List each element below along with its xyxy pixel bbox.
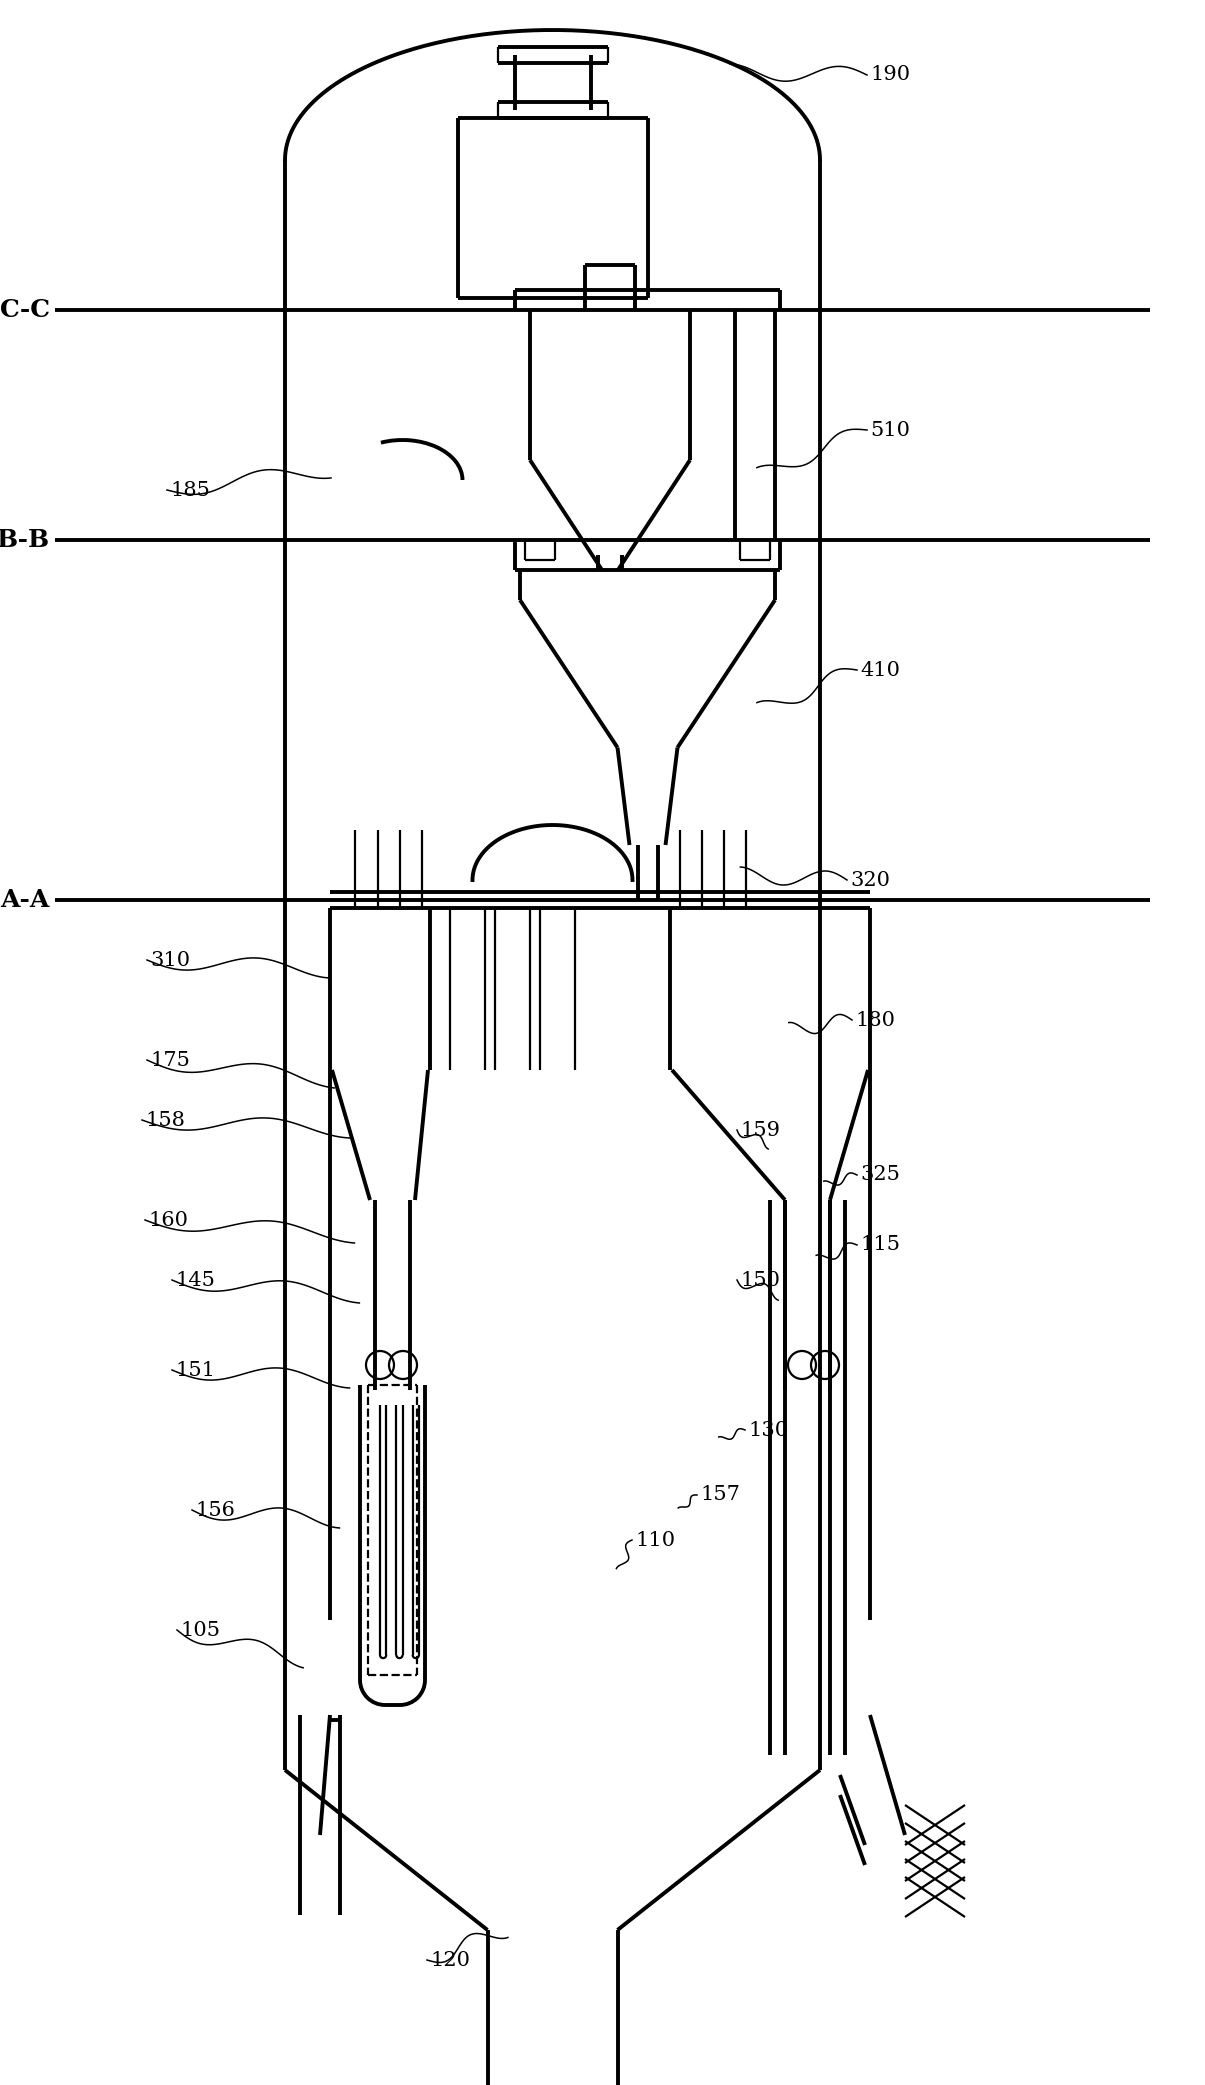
Text: 158: 158: [145, 1111, 184, 1130]
Text: 120: 120: [430, 1949, 470, 1970]
Text: 410: 410: [860, 661, 900, 680]
Text: 185: 185: [170, 480, 210, 500]
Text: 110: 110: [635, 1530, 675, 1549]
Text: 156: 156: [195, 1501, 235, 1520]
Text: 159: 159: [740, 1120, 780, 1140]
Text: 325: 325: [860, 1166, 900, 1184]
Text: C-C: C-C: [0, 298, 49, 321]
Text: 180: 180: [856, 1011, 895, 1030]
Text: 310: 310: [149, 951, 190, 970]
Text: 160: 160: [148, 1211, 188, 1230]
Text: 145: 145: [175, 1270, 214, 1289]
Text: 115: 115: [860, 1236, 900, 1255]
Text: 175: 175: [149, 1051, 190, 1070]
Text: 510: 510: [870, 421, 910, 440]
Text: 130: 130: [748, 1420, 788, 1439]
Text: 150: 150: [740, 1270, 780, 1289]
Text: A-A: A-A: [1, 888, 49, 911]
Text: 105: 105: [180, 1620, 221, 1639]
Text: 190: 190: [870, 65, 910, 85]
Text: 157: 157: [700, 1485, 740, 1505]
Text: 151: 151: [175, 1362, 214, 1380]
Text: 320: 320: [850, 872, 890, 890]
Text: B-B: B-B: [0, 528, 49, 553]
